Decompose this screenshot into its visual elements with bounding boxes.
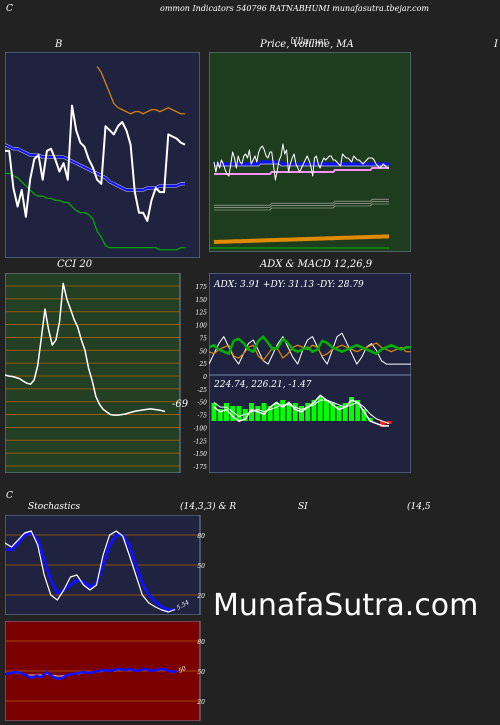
price-ma-slow	[213, 234, 390, 244]
macd-histogram-bar	[330, 403, 336, 421]
rsi-last-value: 50	[178, 665, 188, 675]
rsi-tick-label: 50	[197, 669, 205, 676]
macd-histogram-bar	[324, 400, 329, 421]
macd-histogram-bar	[217, 409, 223, 421]
cci-tick-label: 50	[199, 348, 207, 355]
bb-close-line	[5, 104, 186, 222]
macd-histogram-bar	[230, 406, 236, 421]
rsi-params: (14,5	[407, 502, 431, 512]
cci-tick-label: 150	[196, 297, 208, 304]
macd-histogram-bar	[305, 403, 311, 421]
stochastics-k-line	[5, 530, 176, 613]
price-ma-envelope-0	[214, 203, 389, 211]
macd-histogram-bar	[336, 406, 342, 421]
bb-title: B	[55, 39, 63, 50]
adx-macd-title: ADX & MACD 12,26,9	[260, 259, 373, 270]
stochastics-tick-label: 80	[197, 533, 205, 540]
cci-tick-label: 125	[196, 310, 208, 317]
adx-macd-background	[209, 273, 411, 473]
watermark: MunafaSutra.com	[213, 588, 479, 623]
cci-tick-label: 75	[199, 335, 207, 342]
cci-background	[5, 273, 181, 473]
cci-tick-label: 0	[203, 374, 207, 381]
rsi-panel: 80 50 20 50	[5, 621, 205, 721]
price-ma-envelope-1	[214, 201, 389, 208]
cci-tick-label: -75	[197, 413, 207, 420]
macd-histogram-bar	[317, 397, 323, 421]
price-ma-mid	[214, 167, 389, 175]
cci-panel: 175 150 125 100 75 50 25 0 -25 -50 -75 -100 -125 -150…	[5, 273, 208, 473]
macd-histogram-bar	[380, 421, 386, 427]
price-background	[209, 52, 411, 252]
cci-tick-label: -50	[197, 400, 207, 407]
stochastics-tick-label: 20	[196, 593, 205, 600]
macd-histogram-bar	[386, 421, 392, 424]
bottom-left-letter: C	[6, 491, 13, 501]
price-ma-fast	[214, 160, 389, 166]
stochastics-tick-label: 50	[197, 563, 205, 570]
price-ma-fast-edge	[214, 163, 389, 167]
cci-tick-label: 25	[198, 361, 207, 368]
bollinger-panel	[5, 52, 200, 258]
cci-tick-label: 100	[196, 323, 208, 330]
cci-tick-label: 175	[196, 284, 208, 291]
rsi-title: SI	[298, 502, 308, 512]
cci-tick-label: -125	[194, 438, 208, 445]
cci-last-value: -69	[172, 399, 189, 410]
price-line	[213, 143, 389, 181]
macd-line	[213, 394, 389, 427]
macd-histogram-bar	[274, 403, 279, 421]
bb-upper-band	[5, 172, 185, 251]
macd-histogram-bar	[236, 406, 242, 421]
macd-histogram-bar	[355, 400, 361, 421]
macd-histogram-bar	[280, 400, 286, 421]
macd-histogram-bar	[292, 403, 298, 421]
macd-label: 224.74, 226.21, -1.47	[213, 380, 312, 390]
cci-title: CCI 20	[57, 259, 93, 270]
cci-tick-label: -150	[194, 451, 208, 458]
rsi-tick-label: 80	[197, 639, 205, 646]
stoch-title: Stochastics	[28, 502, 81, 512]
adx-macd-panel: ADX: 3.91 +DY: 31.13 -DY: 28.79 224.74, …	[209, 273, 411, 473]
header-letter: C	[6, 4, 13, 14]
rsi-line	[5, 667, 178, 681]
price-title: Price, Volume, MA	[260, 39, 354, 50]
plus-di-line	[209, 335, 411, 356]
cci-tick-label: -175	[194, 464, 208, 471]
macd-histogram-bar	[361, 409, 367, 421]
adx-label: ADX: 3.91 +DY: 31.13 -DY: 28.79	[213, 280, 364, 290]
rsi-tick-label: 20	[196, 699, 205, 706]
macd-histogram-bar	[211, 403, 217, 421]
macd-histogram-bar	[286, 403, 292, 421]
macd-histogram-bar	[255, 406, 261, 421]
price-ma-envelope-2	[214, 198, 389, 206]
price-title-overlap: Ullumer	[290, 37, 328, 47]
macd-histogram-bar	[299, 406, 304, 421]
macd-histogram-bar	[267, 406, 273, 421]
right-edge-letter: I	[494, 39, 498, 50]
macd-histogram-bar	[367, 418, 373, 421]
macd-histogram-bar	[242, 409, 248, 421]
macd-histogram-bar	[349, 397, 354, 421]
header-caption: ommon Indicators 540796 RATNABHUMI munaf…	[160, 4, 429, 13]
cci-tick-label: -100	[194, 425, 208, 432]
price-panel	[209, 52, 411, 252]
minus-di-line	[209, 342, 411, 361]
macd-histogram-bar	[224, 403, 229, 421]
macd-histogram-bar	[311, 400, 317, 421]
stoch-params: (14,3,3) & R	[180, 502, 237, 512]
macd-histogram-bar	[342, 403, 348, 421]
macd-signal-line	[213, 399, 390, 425]
bb-lower-band	[96, 66, 185, 115]
cci-tick-label: -25	[197, 387, 207, 394]
cci-line	[5, 282, 166, 416]
